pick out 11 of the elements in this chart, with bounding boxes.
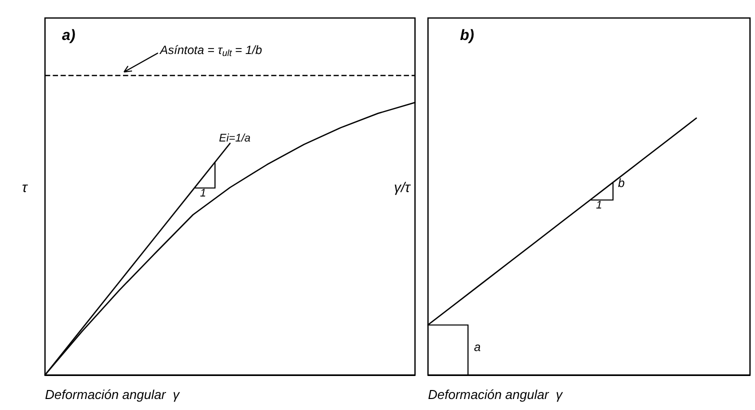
text: a) bbox=[62, 27, 76, 44]
annotation: 1 bbox=[596, 200, 602, 212]
y-axis-title: τ bbox=[22, 179, 28, 195]
annotation: 1 bbox=[200, 188, 206, 200]
y-axis-title: γ/τ bbox=[394, 179, 411, 195]
annotation: a bbox=[474, 340, 481, 354]
x-axis-title: Deformación angular γ bbox=[428, 387, 564, 402]
text: b) bbox=[460, 27, 474, 44]
x-axis-title: Deformación angular γ bbox=[45, 387, 181, 402]
annotation: b bbox=[618, 176, 625, 190]
annotation: Ei=1/a bbox=[219, 132, 250, 144]
